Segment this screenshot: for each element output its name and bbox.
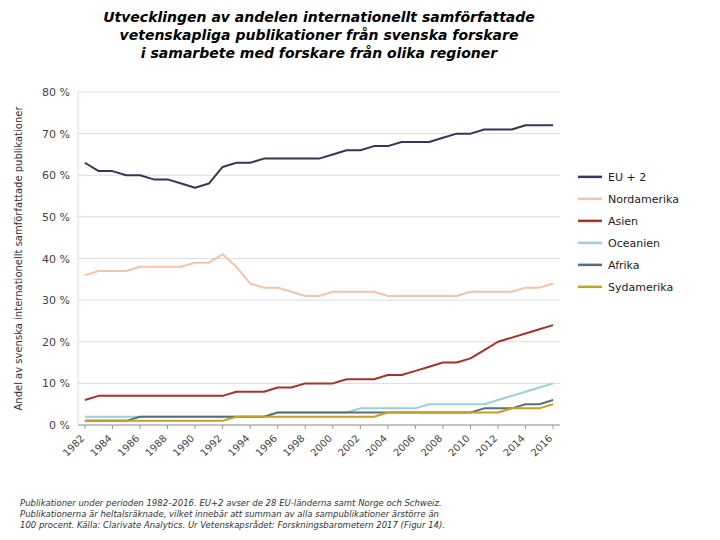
x-tick (195, 425, 196, 429)
series-line (85, 254, 553, 296)
x-tick (470, 425, 471, 429)
x-tick-label: 1992 (198, 433, 224, 459)
y-axis-line (78, 92, 79, 425)
x-tick-label: 2006 (391, 433, 417, 459)
x-tick (84, 425, 85, 429)
legend-swatch (578, 286, 602, 289)
legend-swatch (578, 242, 602, 245)
x-tick-label: 1982 (61, 433, 87, 459)
legend-swatch (578, 198, 602, 201)
grid-line (78, 300, 560, 301)
x-tick (277, 425, 278, 429)
y-tick-label: 70 % (42, 128, 70, 141)
series-line (85, 325, 553, 400)
x-tick (112, 425, 113, 429)
series-line (85, 404, 553, 421)
x-tick (360, 425, 361, 429)
y-tick-label: 20 % (42, 336, 70, 349)
y-tick-label: 80 % (42, 86, 70, 99)
grid-line (78, 258, 560, 259)
legend-label: Nordamerika (608, 193, 679, 206)
x-tick (553, 425, 554, 429)
grid-line (78, 133, 560, 134)
series-line (85, 400, 553, 421)
legend: EU + 2 Nordamerika Asien Oceanien Afrika Syda… (578, 171, 679, 294)
x-tick-label: 2004 (363, 433, 389, 459)
x-tick (415, 425, 416, 429)
legend-label: Asien (608, 215, 638, 228)
footnote: Publikationer under perioden 1982–2016. … (20, 498, 445, 530)
x-tick (442, 425, 443, 429)
y-tick-label: 10 % (42, 377, 70, 390)
x-tick (305, 425, 306, 429)
x-tick-label: 1994 (226, 433, 252, 459)
legend-label: Oceanien (608, 237, 660, 250)
legend-swatch (578, 264, 602, 267)
y-tick-label: 40 % (42, 253, 70, 266)
chart: Utvecklingen av andelen internationellt … (0, 0, 720, 540)
x-tick-label: 1998 (281, 433, 307, 459)
x-tick (250, 425, 251, 429)
x-tick (498, 425, 499, 429)
y-tick-label: 60 % (42, 169, 70, 182)
x-tick-label: 2014 (501, 433, 527, 459)
grid-line (78, 175, 560, 176)
x-tick (332, 425, 333, 429)
x-tick (222, 425, 223, 429)
y-axis-label: Andel av svenska internationellt samförf… (13, 106, 24, 411)
x-tick-label: 1990 (171, 433, 197, 459)
x-tick-label: 2010 (446, 433, 472, 459)
grid-line (78, 92, 560, 93)
x-tick-label: 2008 (419, 433, 445, 459)
x-axis-line (78, 425, 560, 426)
title: Utvecklingen av andelen internationellt … (103, 9, 535, 61)
legend-label: EU + 2 (608, 171, 646, 184)
grid-line (78, 341, 560, 342)
legend-swatch (578, 220, 602, 223)
x-tick-label: 2002 (336, 433, 362, 459)
x-tick-label: 1996 (253, 433, 279, 459)
grid-line (78, 216, 560, 217)
y-tick-label: 50 % (42, 211, 70, 224)
legend-label: Sydamerika (608, 281, 673, 294)
legend-label: Afrika (608, 259, 640, 272)
x-tick (525, 425, 526, 429)
x-tick-label: 1986 (116, 433, 142, 459)
x-tick (167, 425, 168, 429)
y-tick-label: 30 % (42, 294, 70, 307)
x-tick-label: 2016 (529, 433, 555, 459)
y-tick-label: 0 % (49, 419, 70, 432)
x-tick-label: 2000 (308, 433, 334, 459)
series-line (85, 125, 553, 187)
x-tick-label: 1988 (143, 433, 169, 459)
lines (85, 125, 553, 421)
x-tick-label: 2012 (474, 433, 500, 459)
grid (78, 92, 560, 425)
legend-swatch (578, 176, 602, 179)
x-tick (139, 425, 140, 429)
x-tick (387, 425, 388, 429)
x-tick-label: 1984 (88, 433, 114, 459)
grid-line (78, 425, 560, 426)
